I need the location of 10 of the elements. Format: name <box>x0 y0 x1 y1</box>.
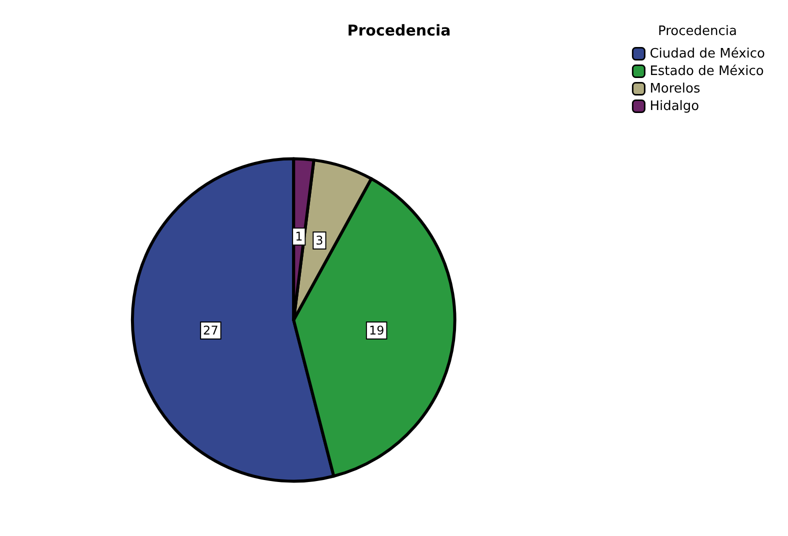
chart-title: Procedencia <box>347 22 451 40</box>
data-label: 19 <box>368 323 384 338</box>
legend-label: Hidalgo <box>650 98 700 114</box>
legend-label: Ciudad de México <box>650 46 766 62</box>
legend-label: Morelos <box>650 81 700 96</box>
legend-label: Estado de México <box>650 64 764 79</box>
data-label: 27 <box>203 323 218 338</box>
data-label: 1 <box>295 230 303 244</box>
data-label: 3 <box>316 233 324 248</box>
legend-title: Procedencia <box>658 24 737 39</box>
